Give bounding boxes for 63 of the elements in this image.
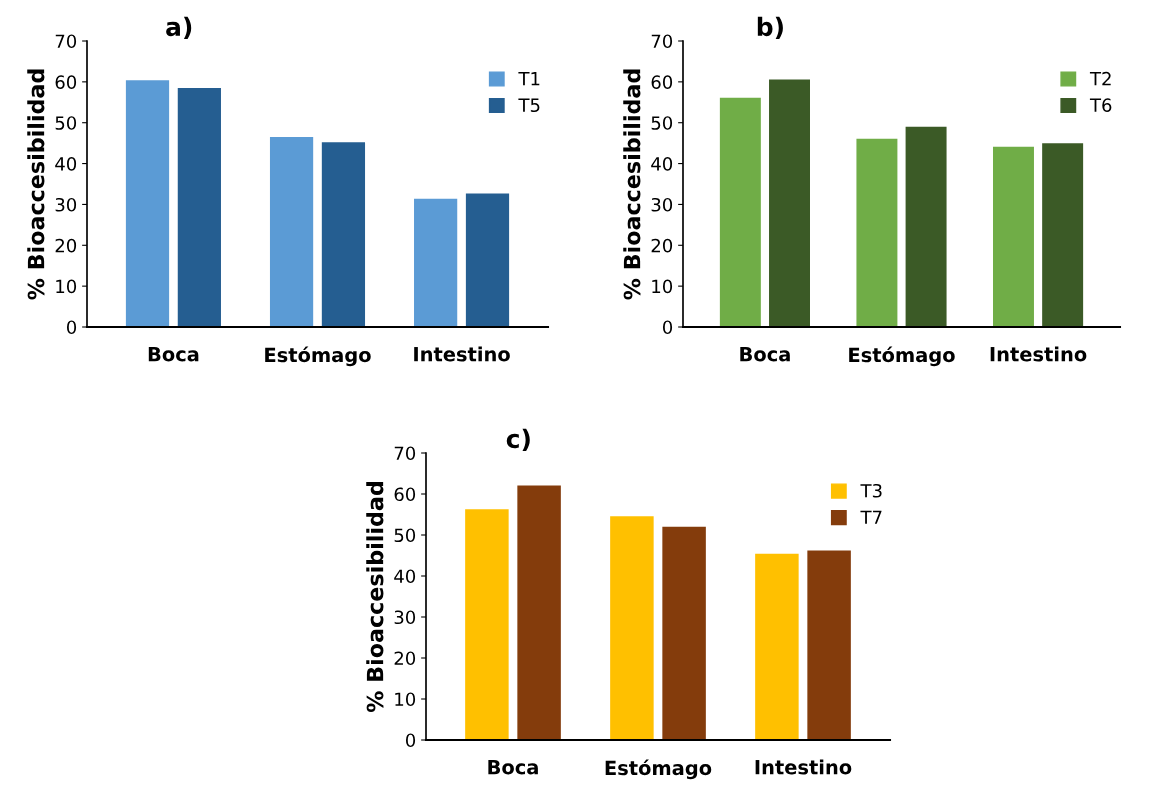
bar: [177, 87, 221, 327]
bar: [769, 79, 810, 327]
legend-label: T5: [518, 98, 540, 113]
bar: [755, 553, 799, 740]
x-tick-label: Estómago: [605, 759, 712, 780]
x-tick-label: Boca: [148, 347, 199, 362]
legend-label: T7: [860, 510, 882, 524]
bar: [465, 509, 509, 740]
legend-label: T3: [860, 483, 882, 498]
chart-title: b): [757, 16, 783, 40]
legend-label: T2: [1089, 71, 1111, 86]
y-axis-title: % Bioaccesibilidad: [27, 69, 45, 300]
legend-label: T6: [1089, 98, 1112, 113]
x-tick-label: Intestino: [990, 346, 1087, 362]
x-tick-label: Boca: [740, 347, 790, 362]
y-tick-label: 0: [662, 320, 673, 335]
y-tick-label: 10: [395, 692, 416, 707]
bar: [807, 550, 851, 740]
bar: [856, 138, 898, 327]
y-tick-label: 20: [394, 651, 416, 666]
x-tick-label: Estómago: [849, 346, 955, 367]
bar: [414, 198, 458, 327]
x-tick-label: Estómago: [265, 346, 371, 367]
y-axis-title: % Bioaccesibilidad: [623, 69, 641, 300]
bar: [269, 137, 314, 327]
y-tick-label: 20: [651, 238, 673, 253]
bar: [1042, 143, 1084, 327]
x-tick-label: Intestino: [414, 346, 510, 362]
y-tick-label: 10: [56, 279, 77, 294]
y-axis-title: % Bioaccesibilidad: [366, 482, 384, 713]
y-tick-label: 20: [55, 238, 77, 253]
y-tick-label: 50: [55, 116, 77, 130]
y-tick-label: 30: [55, 197, 77, 212]
chart-title: a): [166, 16, 192, 40]
y-tick-label: 30: [394, 610, 416, 625]
bar: [517, 485, 561, 740]
bar: [719, 97, 761, 327]
y-tick-label: 60: [55, 75, 77, 89]
y-tick-label: 40: [651, 157, 673, 171]
bar: [993, 146, 1034, 327]
y-tick-label: 50: [394, 528, 416, 543]
bar: [905, 126, 947, 327]
y-tick-label: 50: [651, 116, 673, 130]
y-tick-label: 40: [55, 157, 77, 171]
x-tick-label: Boca: [488, 760, 538, 775]
x-tick-label: Intestino: [755, 759, 852, 775]
y-tick-label: 70: [651, 34, 673, 49]
chart-title: c): [506, 428, 530, 452]
legend-label: T1: [518, 72, 540, 86]
y-tick-label: 60: [651, 75, 673, 89]
bar: [321, 142, 366, 327]
bar: [610, 516, 654, 740]
y-tick-label: 70: [55, 34, 77, 49]
y-tick-label: 0: [405, 733, 416, 748]
y-tick-label: 70: [394, 446, 416, 461]
y-tick-label: 0: [66, 320, 77, 335]
y-tick-label: 40: [394, 569, 416, 584]
y-tick-label: 10: [652, 279, 673, 294]
bar: [662, 526, 706, 740]
bar: [465, 193, 510, 327]
bar: [125, 80, 170, 327]
y-tick-label: 30: [651, 197, 673, 212]
y-tick-label: 60: [394, 487, 416, 502]
